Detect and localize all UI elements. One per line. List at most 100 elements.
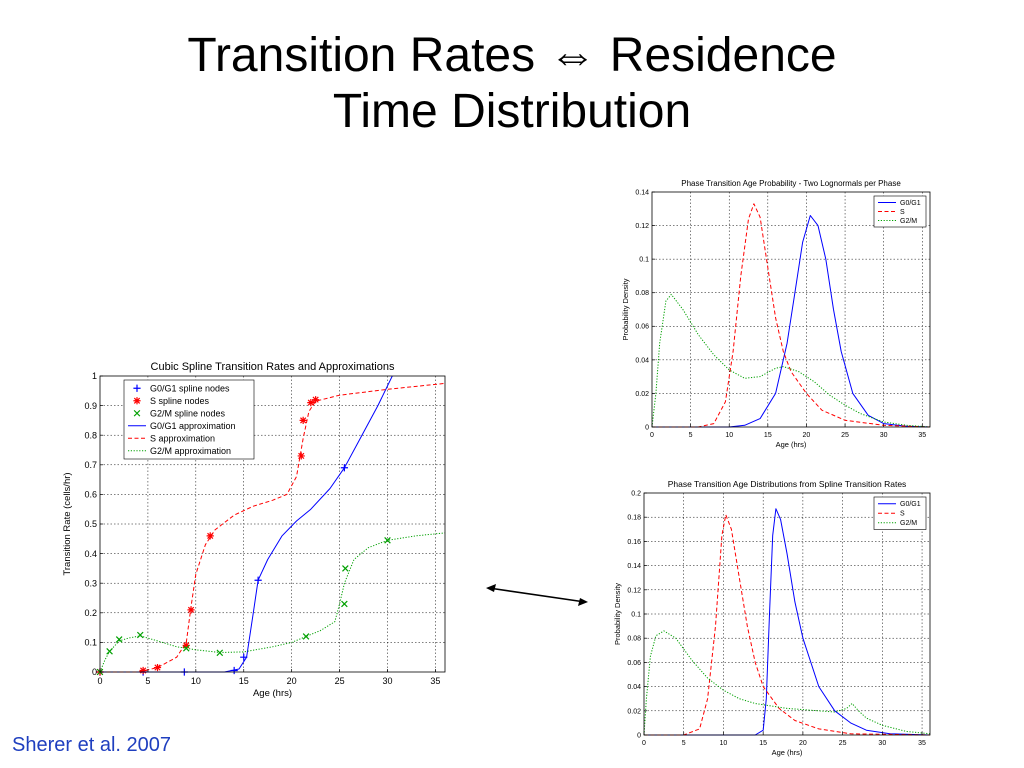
left-xtick-label-4: 20 bbox=[287, 676, 297, 686]
top-right-series-line-1 bbox=[652, 203, 931, 428]
top-right-series-line-0 bbox=[652, 215, 931, 428]
bottom-right-ytick-label-0: 0 bbox=[637, 732, 641, 739]
top-right-series-line-2 bbox=[651, 293, 931, 428]
left-legend-swatch-2 bbox=[133, 409, 141, 417]
bottom-right-legend-label-2: G2/M bbox=[900, 520, 917, 527]
left-point-2-2 bbox=[115, 636, 123, 643]
top-right-ytick-label-5: 0.1 bbox=[639, 257, 649, 264]
bottom-right-title: Phase Transition Age Distributions from … bbox=[668, 479, 907, 489]
left-series-line-4 bbox=[100, 382, 446, 673]
top-right-ylabel: Probability Density bbox=[621, 278, 630, 340]
left-point-1-9 bbox=[312, 396, 320, 404]
bottom-right-xtick-label-3: 15 bbox=[759, 740, 767, 747]
left-legend-swatch-0 bbox=[133, 384, 141, 392]
bottom-right-ytick-label-1: 0.02 bbox=[627, 708, 641, 715]
left-ylabel: Transition Rate (cells/hr) bbox=[62, 472, 73, 575]
left-point-1-7 bbox=[299, 416, 307, 424]
top-right-ytick-label-1: 0.02 bbox=[635, 391, 649, 398]
bottom-right-xtick-label-2: 10 bbox=[720, 740, 728, 747]
left-xtick-label-1: 5 bbox=[145, 676, 150, 686]
bottom-right-ytick-label-9: 0.18 bbox=[627, 515, 641, 522]
top-right-legend-box bbox=[873, 195, 927, 228]
slide-title: Transition Rates ⇔ Residence Time Distri… bbox=[0, 28, 1024, 140]
left-ytick-label-6: 0.6 bbox=[84, 490, 97, 500]
bottom-right-xlabel: Age (hrs) bbox=[772, 748, 803, 757]
left-series-markers-2 bbox=[96, 536, 391, 676]
left-legend-label-2: G2/M spline nodes bbox=[150, 408, 226, 418]
left-legend-swatch-1 bbox=[133, 397, 141, 405]
left-legend-label-5: G2/M approximation bbox=[150, 446, 231, 456]
double-arrow-icon bbox=[486, 584, 588, 606]
top-right-title: Phase Transition Age Probability - Two L… bbox=[681, 179, 901, 188]
top-right-xlabel: Age (hrs) bbox=[776, 440, 807, 449]
top-right-xtick-label-4: 20 bbox=[803, 432, 811, 439]
bottom-right-ytick-label-4: 0.08 bbox=[627, 636, 641, 643]
bottom-right-xtick-label-7: 35 bbox=[918, 740, 926, 747]
top-right-ytick-label-7: 0.14 bbox=[635, 189, 649, 196]
left-ytick-label-8: 0.8 bbox=[84, 430, 97, 440]
bottom-right-ytick-label-7: 0.14 bbox=[627, 563, 641, 570]
bottom-right-ytick-label-8: 0.16 bbox=[627, 539, 641, 546]
left-xlabel: Age (hrs) bbox=[253, 688, 292, 699]
bottom-right-ytick-label-5: 0.1 bbox=[631, 611, 641, 618]
top-right-xtick-label-0: 0 bbox=[650, 432, 654, 439]
left-point-2-9 bbox=[384, 536, 391, 544]
left-xtick-label-7: 35 bbox=[430, 676, 440, 686]
left-point-2-8 bbox=[342, 565, 349, 572]
top-right-legend-label-0: G0/G1 bbox=[900, 200, 921, 207]
top-right-ytick-label-4: 0.08 bbox=[635, 290, 649, 297]
left-ytick-label-9: 0.9 bbox=[84, 401, 97, 411]
left-point-1-8 bbox=[307, 399, 315, 407]
left-point-1-1 bbox=[139, 666, 147, 675]
bottom-right-ytick-label-6: 0.12 bbox=[627, 587, 641, 594]
slide-title-line2: Time Distribution bbox=[332, 85, 692, 138]
left-point-2-6 bbox=[302, 633, 310, 640]
top-right-xtick-label-7: 35 bbox=[918, 432, 926, 439]
top-right-chart-lognormal: 0 5 10 15 20 25 30 35 0 0.02 0.04 0.06 0.08 0.1 0.12 0.… bbox=[621, 179, 931, 449]
bottom-right-ylabel: Probability Density bbox=[613, 583, 622, 645]
left-xtick-label-6: 30 bbox=[382, 676, 392, 686]
bottom-right-legend-box bbox=[873, 496, 927, 530]
left-legend-box bbox=[123, 379, 255, 460]
top-right-xtick-label-3: 15 bbox=[764, 432, 772, 439]
top-right-ytick-label-3: 0.06 bbox=[635, 324, 649, 331]
top-right-xtick-label-6: 30 bbox=[880, 432, 888, 439]
left-point-1-5 bbox=[206, 532, 214, 540]
left-legend-label-0: G0/G1 spline nodes bbox=[150, 383, 230, 393]
bottom-right-legend-label-1: S bbox=[900, 511, 905, 518]
left-point-2-7 bbox=[341, 600, 348, 608]
bottom-right-legend-label-0: G0/G1 bbox=[900, 501, 921, 508]
left-ytick-label-3: 0.3 bbox=[84, 578, 97, 588]
slide-title-line1: Transition Rates ⇔ Residence bbox=[187, 29, 837, 82]
left-title: Cubic Spline Transition Rates and Approx… bbox=[151, 361, 395, 373]
left-point-1-6 bbox=[297, 452, 305, 460]
left-ytick-label-1: 0.1 bbox=[84, 638, 97, 648]
left-ytick-label-2: 0.2 bbox=[84, 608, 97, 618]
left-legend: G0/G1 spline nodes S spline nodes G2/M spl… bbox=[123, 379, 255, 460]
left-xtick-label-2: 10 bbox=[191, 676, 201, 686]
bottom-right-xtick-label-1: 5 bbox=[682, 740, 686, 747]
left-legend-label-3: G0/G1 approximation bbox=[150, 421, 236, 431]
top-right-axes-frame bbox=[651, 191, 931, 428]
bottom-right-xtick-label-4: 20 bbox=[799, 740, 807, 747]
bottom-right-xtick-label-0: 0 bbox=[642, 740, 646, 747]
bottom-right-legend: G0/G1 S G2/M bbox=[873, 496, 927, 530]
bottom-right-chart-spline: 0 5 10 15 20 25 30 35 0 0.02 0.04 0.06 0.08 0.1 0.12 0.… bbox=[613, 479, 931, 757]
top-right-ytick-label-2: 0.04 bbox=[635, 357, 649, 364]
left-series-line-3 bbox=[100, 375, 393, 673]
top-right-legend: G0/G1 S G2/M bbox=[873, 195, 927, 228]
top-right-xtick-label-2: 10 bbox=[725, 432, 733, 439]
bottom-right-series-line-0 bbox=[644, 508, 931, 736]
left-xtick-label-0: 0 bbox=[97, 676, 102, 686]
bottom-right-xtick-label-5: 25 bbox=[839, 740, 847, 747]
bottom-right-xtick-label-6: 30 bbox=[878, 740, 886, 747]
left-ytick-label-10: 1 bbox=[92, 371, 97, 381]
top-right-ytick-label-0: 0 bbox=[645, 424, 649, 431]
citation: Sherer et al. 2007 bbox=[12, 734, 171, 756]
left-xtick-label-3: 15 bbox=[239, 676, 249, 686]
top-right-legend-label-2: G2/M bbox=[900, 218, 917, 225]
left-legend-label-4: S approximation bbox=[150, 433, 215, 443]
bottom-right-ytick-label-3: 0.06 bbox=[627, 660, 641, 667]
top-right-xtick-label-5: 25 bbox=[841, 432, 849, 439]
left-point-1-3 bbox=[182, 641, 190, 649]
